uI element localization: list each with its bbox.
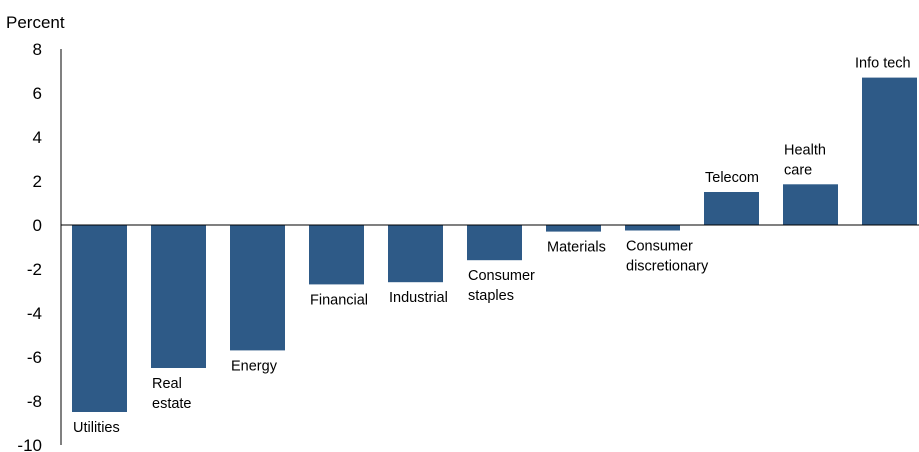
y-axis-label: Percent <box>6 13 65 32</box>
y-tick-label: -2 <box>27 260 42 279</box>
bar <box>388 225 443 283</box>
category-label: Energy <box>231 358 278 374</box>
y-tick-label: 4 <box>33 128 42 147</box>
y-tick-label: 0 <box>33 216 42 235</box>
category-label: Consumer staples <box>468 268 535 304</box>
bar <box>625 225 680 231</box>
y-tick-label: 6 <box>33 84 42 103</box>
category-label: Info tech <box>855 56 911 72</box>
bar <box>151 225 206 368</box>
bar <box>546 225 601 232</box>
y-axis-ticks: 8 6 4 2 0 -2 -4 -6 -8 -10 <box>17 40 42 452</box>
category-label: Utilities <box>73 420 120 436</box>
category-label: Health care <box>784 142 826 178</box>
category-label: Materials <box>547 240 606 256</box>
y-tick-label: -6 <box>27 348 42 367</box>
category-label: Consumer discretionary <box>626 239 709 275</box>
y-tick-label: -10 <box>17 436 42 452</box>
y-tick-label: 8 <box>33 40 42 59</box>
category-label: Industrial <box>389 290 448 306</box>
bar <box>467 225 522 261</box>
category-labels: Utilities Real estate Energy Financial Indust… <box>73 56 911 436</box>
bar <box>783 184 838 225</box>
bar <box>309 225 364 285</box>
category-label: Financial <box>310 292 368 308</box>
y-tick-label: -4 <box>27 304 42 323</box>
bar <box>704 192 759 225</box>
bar <box>230 225 285 351</box>
category-label: Telecom <box>705 170 759 186</box>
y-tick-label: 2 <box>33 172 42 191</box>
category-label: Real estate <box>152 376 192 412</box>
bar <box>72 225 127 412</box>
bar <box>862 77 917 225</box>
bars <box>72 77 917 412</box>
y-tick-label: -8 <box>27 392 42 411</box>
